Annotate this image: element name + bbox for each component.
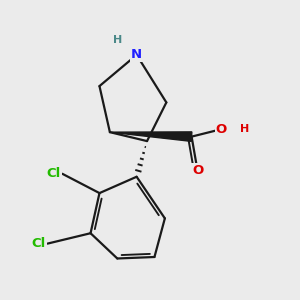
- Text: H: H: [241, 124, 250, 134]
- Text: N: N: [131, 48, 142, 62]
- Text: O: O: [216, 123, 227, 136]
- Text: O: O: [192, 164, 203, 177]
- Text: Cl: Cl: [32, 237, 46, 250]
- Text: Cl: Cl: [46, 167, 61, 180]
- Text: H: H: [113, 35, 122, 45]
- Polygon shape: [110, 132, 192, 141]
